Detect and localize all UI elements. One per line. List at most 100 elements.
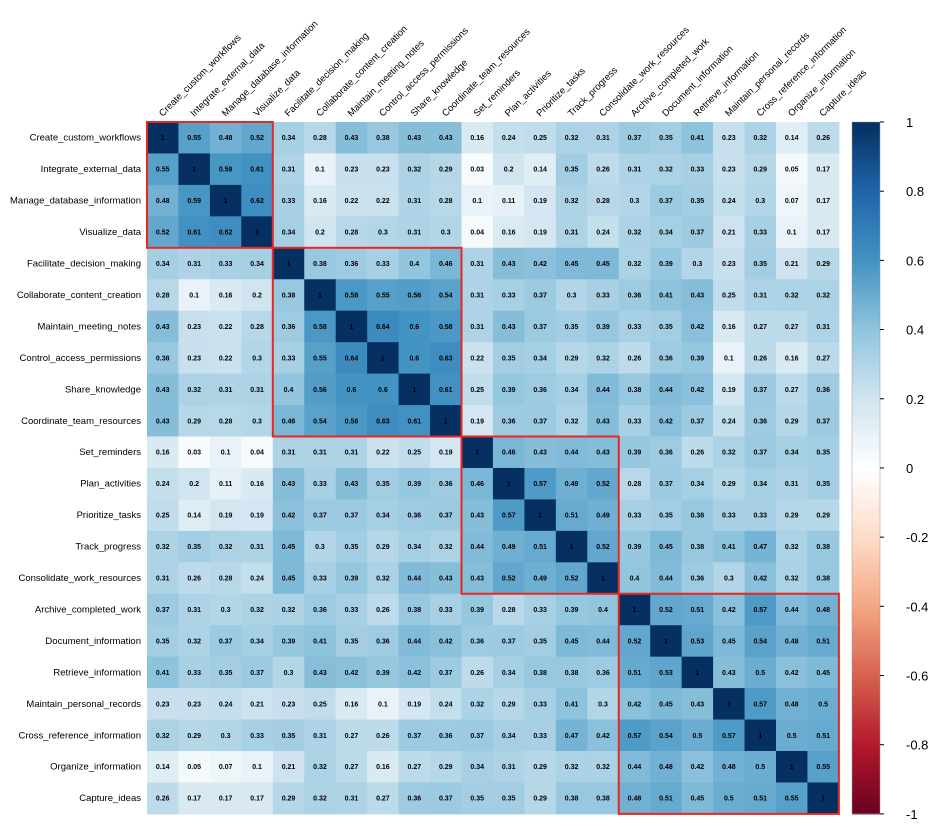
cell-value-label: 0.3 <box>693 261 703 268</box>
heatmap-cell <box>776 436 808 469</box>
heatmap-cell <box>147 656 179 689</box>
colorbar-segment <box>852 263 880 268</box>
heatmap-cell <box>147 782 179 815</box>
colorbar-segment <box>852 260 880 265</box>
row-label: Coordinate_team_resources <box>21 416 141 427</box>
cell-value-label: 0.43 <box>439 135 453 142</box>
cell-value-label: 0.3 <box>221 607 231 614</box>
heatmap-cell <box>241 562 274 595</box>
colorbar-segment <box>852 319 880 324</box>
heatmap-cell <box>430 593 462 626</box>
heatmap-cell <box>430 405 462 437</box>
cell-value-label: 0.24 <box>219 701 233 708</box>
colorbar-segment <box>852 589 880 594</box>
heatmap-cell <box>461 593 494 626</box>
heatmap-cell <box>178 751 211 783</box>
colorbar-segment <box>852 142 880 147</box>
colorbar-segment <box>852 644 880 649</box>
cell-value-label: 0.3 <box>284 670 294 677</box>
cell-value-label: 0.52 <box>596 544 610 551</box>
heatmap-cell <box>807 467 840 500</box>
colorbar-segment <box>852 499 880 504</box>
heatmap-cell <box>461 719 494 752</box>
colorbar-segment <box>852 457 880 462</box>
colorbar-segment <box>852 526 880 531</box>
heatmap-cell <box>335 530 368 563</box>
cell-value-label: 0.38 <box>596 796 610 803</box>
cell-value-label: 0.2 <box>315 230 325 237</box>
colorbar-segment <box>852 211 880 217</box>
cell-value-label: 0.19 <box>533 230 547 237</box>
cell-value-label: 0.43 <box>156 387 170 394</box>
colorbar-segment <box>852 419 880 424</box>
heatmap-cell <box>178 153 211 186</box>
heatmap-cell <box>587 688 620 721</box>
cell-value-label: 0.16 <box>785 355 799 362</box>
heatmap-cell <box>209 782 242 815</box>
heatmap-cell <box>367 216 400 249</box>
heatmap-cell <box>555 216 588 249</box>
heatmap-cell <box>178 625 211 658</box>
cell-value-label: 0.48 <box>628 796 642 803</box>
heatmap-cell <box>807 751 840 783</box>
heatmap-cell <box>461 405 494 437</box>
cell-value-label: 0.36 <box>628 292 642 299</box>
heatmap-cell <box>681 593 714 626</box>
cell-value-label: 0.33 <box>502 292 516 299</box>
colorbar-tick-label: 0.6 <box>906 253 924 268</box>
cell-value-label: 0.63 <box>439 355 453 362</box>
cell-value-label: 0.29 <box>722 481 736 488</box>
colorbar-segment <box>852 803 880 808</box>
cell-value-label: 0.38 <box>376 135 390 142</box>
cluster-outline <box>271 246 463 438</box>
heatmap-cell <box>304 467 337 500</box>
heatmap-cell <box>555 184 588 217</box>
cell-value-label: 0.52 <box>659 607 673 614</box>
cell-value-label: 0.24 <box>722 198 736 205</box>
cell-value-label: 0.43 <box>313 670 327 677</box>
colorbar-segment <box>852 540 880 545</box>
heatmap-cell <box>524 310 557 343</box>
heatmap-cell <box>776 530 808 563</box>
heatmap-cell <box>272 688 305 721</box>
colorbar-segment <box>852 447 880 452</box>
colorbar-segment <box>852 623 880 628</box>
cell-value-label: 0.34 <box>282 135 296 142</box>
cell-value-label: 0.04 <box>250 450 264 457</box>
cell-value-label: 0.55 <box>816 764 830 771</box>
cell-value-label: 0.17 <box>187 796 201 803</box>
heatmap-cell <box>681 436 714 469</box>
heatmap-cell <box>776 373 808 406</box>
cell-value-label: 0.31 <box>219 387 233 394</box>
colorbar-segment <box>852 495 880 500</box>
cell-value-label: 0.23 <box>187 701 201 708</box>
heatmap-cell <box>713 216 746 249</box>
heatmap-cell <box>147 184 179 217</box>
cell-value-label: 0.52 <box>502 576 516 583</box>
colorbar-segment <box>852 218 880 223</box>
cell-value-label: 1 <box>538 513 542 520</box>
heatmap-cell <box>241 530 274 563</box>
heatmap-cell <box>209 342 242 375</box>
colorbar-segment <box>852 149 880 154</box>
heatmap-cell <box>398 782 431 815</box>
heatmap-cell <box>430 342 462 375</box>
colorbar-segment <box>852 232 880 237</box>
heatmap-cell <box>681 467 714 500</box>
colorbar-segment <box>852 322 880 327</box>
cell-value-label: 0.05 <box>785 167 799 174</box>
colorbar-segment <box>852 464 880 469</box>
heatmap-cell <box>681 719 714 752</box>
cell-value-label: 0.3 <box>315 544 325 551</box>
heatmap-cell <box>335 153 368 186</box>
row-label: Manage_database_information <box>10 196 141 207</box>
cell-value-label: 0.27 <box>816 355 830 362</box>
heatmap-cell <box>587 310 620 343</box>
heatmap-cell <box>587 751 620 783</box>
heatmap-cell <box>681 625 714 658</box>
cell-value-label: 0.47 <box>753 544 767 551</box>
colorbar-segment <box>852 530 880 535</box>
cell-value-label: 0.57 <box>502 513 516 520</box>
cell-value-label: 0.3 <box>598 701 608 708</box>
